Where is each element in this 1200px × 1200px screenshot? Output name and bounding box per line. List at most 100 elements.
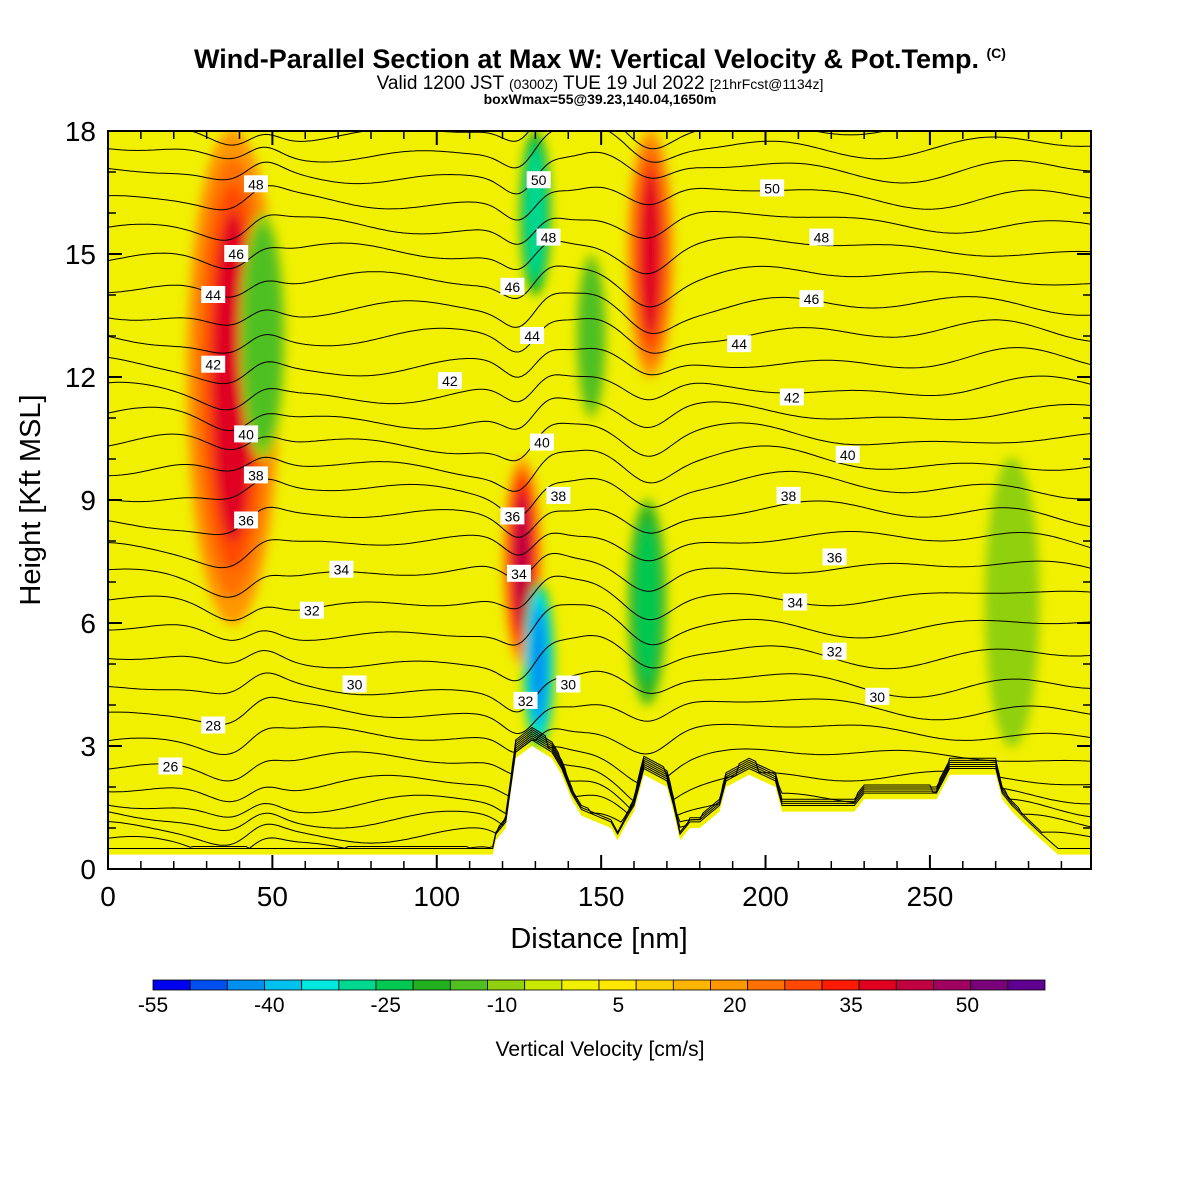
contour-label-box — [342, 675, 367, 693]
velocity-feature-5-level-3 — [584, 281, 599, 391]
colorbar-tick-label: -55 — [138, 994, 168, 1017]
contour-label-box — [536, 228, 561, 246]
isentrope-47 — [108, 236, 1091, 275]
contour-label-box — [760, 179, 785, 197]
x-tick-label: 100 — [413, 881, 460, 912]
contour-label-box — [500, 277, 525, 295]
contour-label-text: 44 — [524, 328, 540, 344]
contour-label-text: 40 — [534, 435, 550, 451]
contour-label: 34 — [329, 560, 354, 578]
contour-label-box — [243, 466, 268, 484]
contour-label-text: 34 — [334, 562, 350, 578]
title-text: Wind-Parallel Section at Max W: Vertical… — [194, 44, 979, 74]
valid-date: TUE 19 Jul 2022 — [562, 73, 705, 94]
contour-label-box — [835, 445, 860, 463]
contour-label-box — [234, 511, 259, 529]
contour-label: 50 — [760, 179, 785, 197]
isentrope-45 — [108, 292, 1091, 335]
velocity-feature-3-level-3 — [531, 609, 546, 719]
colorbar-tick-label: 20 — [723, 994, 746, 1017]
contour-label: 30 — [342, 675, 367, 693]
colorbar-swatch — [375, 979, 414, 991]
contour-label-box — [158, 757, 183, 775]
colorbar-swatch — [189, 979, 228, 991]
isentrope-44 — [108, 317, 1091, 354]
colorbar-swatch — [784, 979, 823, 991]
isentrope-42 — [108, 374, 1091, 411]
isentrope-23 — [108, 737, 1091, 850]
colorbar-swatch — [598, 979, 637, 991]
chart-subtitle: Valid 1200 JST (0300Z) TUE 19 Jul 2022 [… — [0, 73, 1200, 95]
colorbar-tick-label: 5 — [613, 994, 625, 1017]
contour-label: 42 — [437, 372, 462, 390]
y-tick-label: 0 — [80, 854, 96, 885]
contour-label: 34 — [506, 564, 531, 582]
contour-label-box — [513, 691, 538, 709]
contour-label: 36 — [234, 511, 259, 529]
colorbar-tick-label: 50 — [956, 994, 979, 1017]
contour-label-text: 30 — [347, 677, 363, 693]
contour-label: 40 — [529, 433, 554, 451]
x-axis-label: Distance [nm] — [510, 923, 687, 955]
contour-label: 38 — [546, 486, 571, 504]
contour-label-box — [822, 548, 847, 566]
contour-label-box — [799, 290, 824, 308]
contour-label: 26 — [158, 757, 183, 775]
isentrope-34 — [108, 575, 1091, 621]
contour-label-text: 44 — [205, 287, 221, 303]
contour-label: 40 — [234, 425, 259, 443]
contour-label: 44 — [201, 286, 226, 303]
contour-label-box — [329, 560, 354, 578]
contour-label-text: 42 — [205, 357, 221, 373]
contour-label-text: 26 — [163, 759, 179, 775]
velocity-field: 48 46 44 42 40 38 36 34 32 30 28 26 42 50 48 46 44 40 38 36… — [108, 131, 1091, 869]
contour-label-text: 48 — [248, 176, 264, 192]
colorbar-swatch — [858, 979, 897, 991]
colorbar-swatch — [672, 979, 711, 991]
valid-time: Valid 1200 JST — [376, 73, 504, 94]
contour-label-box — [506, 564, 531, 582]
contour-label: 48 — [809, 228, 834, 246]
contour-label-box — [783, 593, 808, 611]
velocity-feature-2-level-3 — [513, 492, 531, 631]
isentrope-36 — [108, 531, 1091, 569]
isentrope-30 — [108, 696, 1091, 735]
colorbar-swatch — [970, 979, 1009, 991]
isentrope-33 — [108, 604, 1091, 646]
contour-label: 36 — [500, 507, 525, 525]
colorbar-swatch — [1007, 979, 1046, 991]
y-tick-label: 3 — [80, 731, 96, 762]
colorbar-tick-label: -40 — [254, 994, 284, 1017]
contour-label-text: 36 — [505, 508, 521, 524]
colorbar-swatch — [710, 979, 749, 991]
contour-label-box — [437, 372, 462, 390]
contour-label-box — [201, 286, 226, 303]
contour-label: 46 — [500, 277, 525, 295]
contour-label-box — [224, 245, 249, 262]
x-tick-label: 200 — [742, 881, 789, 912]
colorbar-tick-label: -25 — [371, 994, 401, 1017]
isentrope-32 — [108, 634, 1091, 682]
contour-label-text: 38 — [248, 467, 264, 483]
isentrope-25 — [108, 733, 1091, 832]
contour-labels: 48 46 44 42 40 38 36 34 32 30 28 26 42 50 48 46 44 40 38 36… — [158, 171, 890, 775]
contour-label-text: 34 — [787, 595, 803, 611]
contour-label-text: 50 — [764, 180, 780, 196]
contour-label-box — [526, 171, 551, 189]
contour-label-text: 38 — [781, 488, 797, 504]
contour-label: 32 — [822, 642, 847, 660]
box-info: boxWmax=55@39.23,140.04,1650m — [483, 91, 717, 107]
velocity-feature-8-level-3 — [1000, 506, 1025, 699]
contour-label-text: 48 — [541, 230, 557, 246]
y-tick-label: 15 — [65, 239, 96, 270]
valid-utc: (0300Z) — [509, 76, 559, 92]
y-tick-label: 18 — [65, 116, 96, 147]
contour-label: 50 — [526, 171, 551, 189]
contour-label: 28 — [201, 716, 226, 734]
contour-label: 38 — [243, 466, 268, 484]
contour-label-text: 40 — [238, 426, 254, 442]
isentrope-27 — [108, 728, 1091, 803]
isentrope-38 — [108, 470, 1091, 518]
